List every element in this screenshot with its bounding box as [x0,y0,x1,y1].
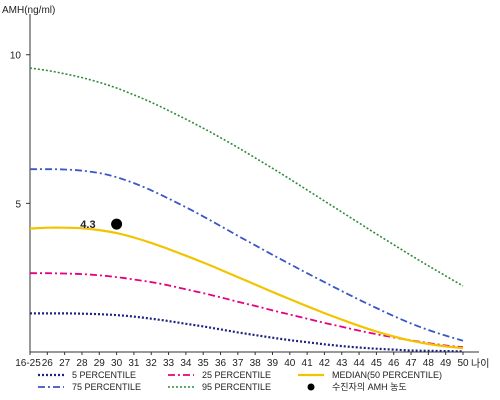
x-tick-label: 29 [94,358,106,369]
y-ticks: 5 10 [10,51,30,210]
x-tick-label: 37 [232,358,244,369]
x-tick-label: 33 [163,358,175,369]
legend-item: 수진자의 AMH 농도 [307,382,407,392]
legend: 5 PERCENTILE 25 PERCENTILE MEDIAN(50 PERCE… [38,370,442,392]
legend-label: MEDIAN(50 PERCENTILE) [332,370,442,380]
x-tick-label: 50 [457,358,469,369]
legend-label: 95 PERCENTILE [202,382,271,392]
x-tick-label: 16-25 [15,358,41,369]
axes [29,14,479,353]
x-ticks: 16-25 26 27 28 29 30 31 32 33 34 35 36 37 38 39 40 41 42 4… [15,352,469,369]
series-line-95-percentile [29,67,464,287]
series-lines [29,67,464,353]
x-tick-label: 32 [146,358,158,369]
x-tick-label: 39 [267,358,279,369]
legend-label: 75 PERCENTILE [72,382,141,392]
x-tick-label: 28 [76,358,88,369]
x-tick-label: 43 [336,358,348,369]
x-tick-label: 31 [128,358,140,369]
x-tick-label: 36 [215,358,227,369]
x-tick-label: 48 [423,358,435,369]
legend-item: 5 PERCENTILE [38,370,136,380]
series-line-median-50-percentile [29,226,464,350]
legend-label: 수진자의 AMH 농도 [332,382,407,392]
legend-item: 75 PERCENTILE [38,382,141,392]
x-tick-label: 30 [111,358,123,369]
legend-item: 95 PERCENTILE [168,382,271,392]
series-line-5-percentile [30,312,464,353]
patient-marker: 4.3 [80,218,123,231]
x-tick-label: 34 [180,358,192,369]
x-axis-title: 나이 [471,358,489,370]
legend-swatch-dot [307,383,315,391]
x-tick-label: 38 [250,358,262,369]
legend-label: 5 PERCENTILE [72,370,136,380]
y-tick-label: 10 [10,51,22,62]
x-tick-label: 45 [371,358,383,369]
patient-point-marker [111,218,123,230]
y-axis-title: AMH(ng/ml) [2,5,55,16]
x-tick-label: 40 [284,358,296,369]
x-tick-label: 27 [59,358,71,369]
series-line-75-percentile [29,168,464,342]
x-tick-label: 41 [302,358,314,369]
x-tick-label: 26 [42,358,54,369]
legend-item: MEDIAN(50 PERCENTILE) [298,370,442,380]
series-line-25-percentile [29,272,464,349]
x-tick-label: 47 [405,358,417,369]
legend-item: 25 PERCENTILE [168,370,271,380]
x-tick-label: 42 [319,358,331,369]
patient-point-label: 4.3 [80,219,95,231]
legend-label: 25 PERCENTILE [202,370,271,380]
y-tick-label: 5 [15,199,21,210]
x-tick-label: 35 [198,358,210,369]
x-tick-label: 46 [388,358,400,369]
x-tick-label: 44 [354,358,366,369]
x-tick-label: 49 [440,358,452,369]
